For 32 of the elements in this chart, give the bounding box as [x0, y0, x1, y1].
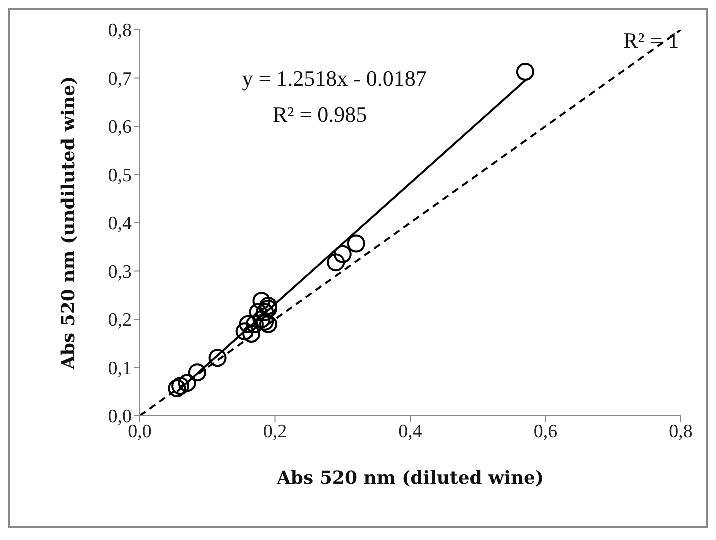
x-axis-title: Abs 520 nm (diluted wine)	[276, 468, 544, 489]
point	[242, 324, 261, 343]
point	[347, 234, 366, 253]
x-tick-label: 0,0	[128, 421, 152, 442]
point	[208, 349, 227, 368]
annotation: R² = 1	[624, 28, 680, 54]
y-axis-title: Abs 520 nm (undiluted wine)	[58, 76, 80, 371]
point	[259, 315, 278, 334]
point	[327, 254, 346, 272]
x-tick-label: 0,6	[534, 421, 558, 442]
y-tick-label: 0,4	[108, 214, 132, 235]
y-tick-label: 0,1	[108, 358, 132, 380]
point	[516, 62, 534, 81]
y-tick-label: 0,7	[108, 68, 132, 90]
point	[236, 322, 254, 341]
annotation: y = 1.2518x - 0.0187	[242, 66, 427, 92]
point	[239, 315, 258, 334]
y-tick-label: 0,5	[108, 165, 132, 186]
point	[172, 377, 190, 396]
point	[188, 364, 206, 382]
point	[252, 292, 271, 310]
y-tick-label: 0,8	[108, 20, 132, 42]
point	[168, 379, 186, 398]
annotation: R² = 0.985	[272, 102, 368, 128]
point	[178, 374, 196, 392]
point	[334, 245, 352, 264]
x-tick-label: 0,4	[398, 421, 423, 442]
y-tick-label: 0,3	[108, 262, 132, 283]
y-tick-label: 0,2	[108, 310, 132, 332]
x-tick-label: 0,2	[263, 421, 288, 442]
x-tick-label: 0,8	[669, 421, 693, 442]
y-tick-label: 0,6	[108, 117, 132, 138]
